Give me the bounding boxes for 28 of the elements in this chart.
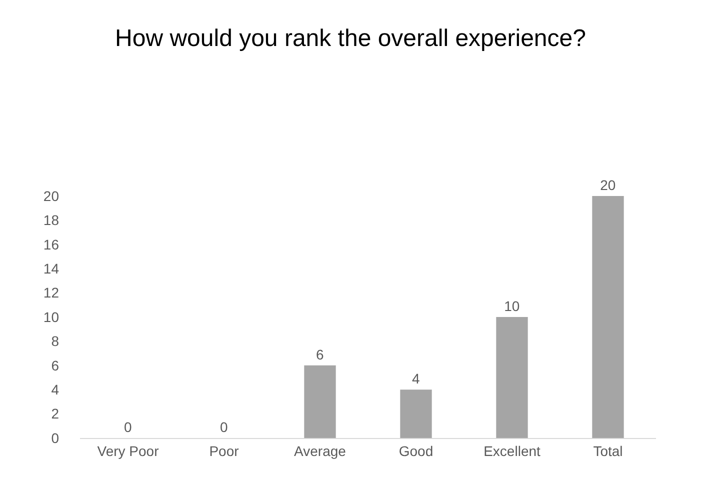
x-tick-label: Excellent xyxy=(484,442,541,459)
bar xyxy=(592,196,624,438)
x-tick-label: Good xyxy=(398,442,434,459)
x-tick-label: Poor xyxy=(209,442,240,459)
y-tick-label: 12 xyxy=(43,284,60,301)
x-tick-label: Total xyxy=(593,442,623,459)
x-tick-label: Average xyxy=(294,442,346,459)
y-tick-label: 0 xyxy=(51,430,60,446)
bar xyxy=(496,317,528,438)
y-tick-label: 10 xyxy=(43,308,60,325)
data-label: 10 xyxy=(504,298,520,314)
y-tick-label: 20 xyxy=(43,188,60,204)
y-tick-label: 14 xyxy=(43,260,60,276)
chart-title: How would you rank the overall experience? xyxy=(115,25,586,52)
bar xyxy=(304,365,336,438)
data-label: 0 xyxy=(220,419,228,435)
y-tick-label: 2 xyxy=(51,406,60,422)
y-tick-label: 6 xyxy=(51,357,60,374)
data-label: 20 xyxy=(600,177,616,193)
y-tick-label: 8 xyxy=(51,333,60,350)
y-tick-label: 4 xyxy=(51,382,60,398)
y-tick-label: 18 xyxy=(43,212,60,228)
bar xyxy=(400,390,432,438)
data-label: 0 xyxy=(124,419,132,435)
y-tick-label: 16 xyxy=(43,236,60,252)
data-label: 6 xyxy=(316,346,324,362)
data-label: 4 xyxy=(412,370,420,387)
x-tick-label: Very Poor xyxy=(97,442,160,459)
